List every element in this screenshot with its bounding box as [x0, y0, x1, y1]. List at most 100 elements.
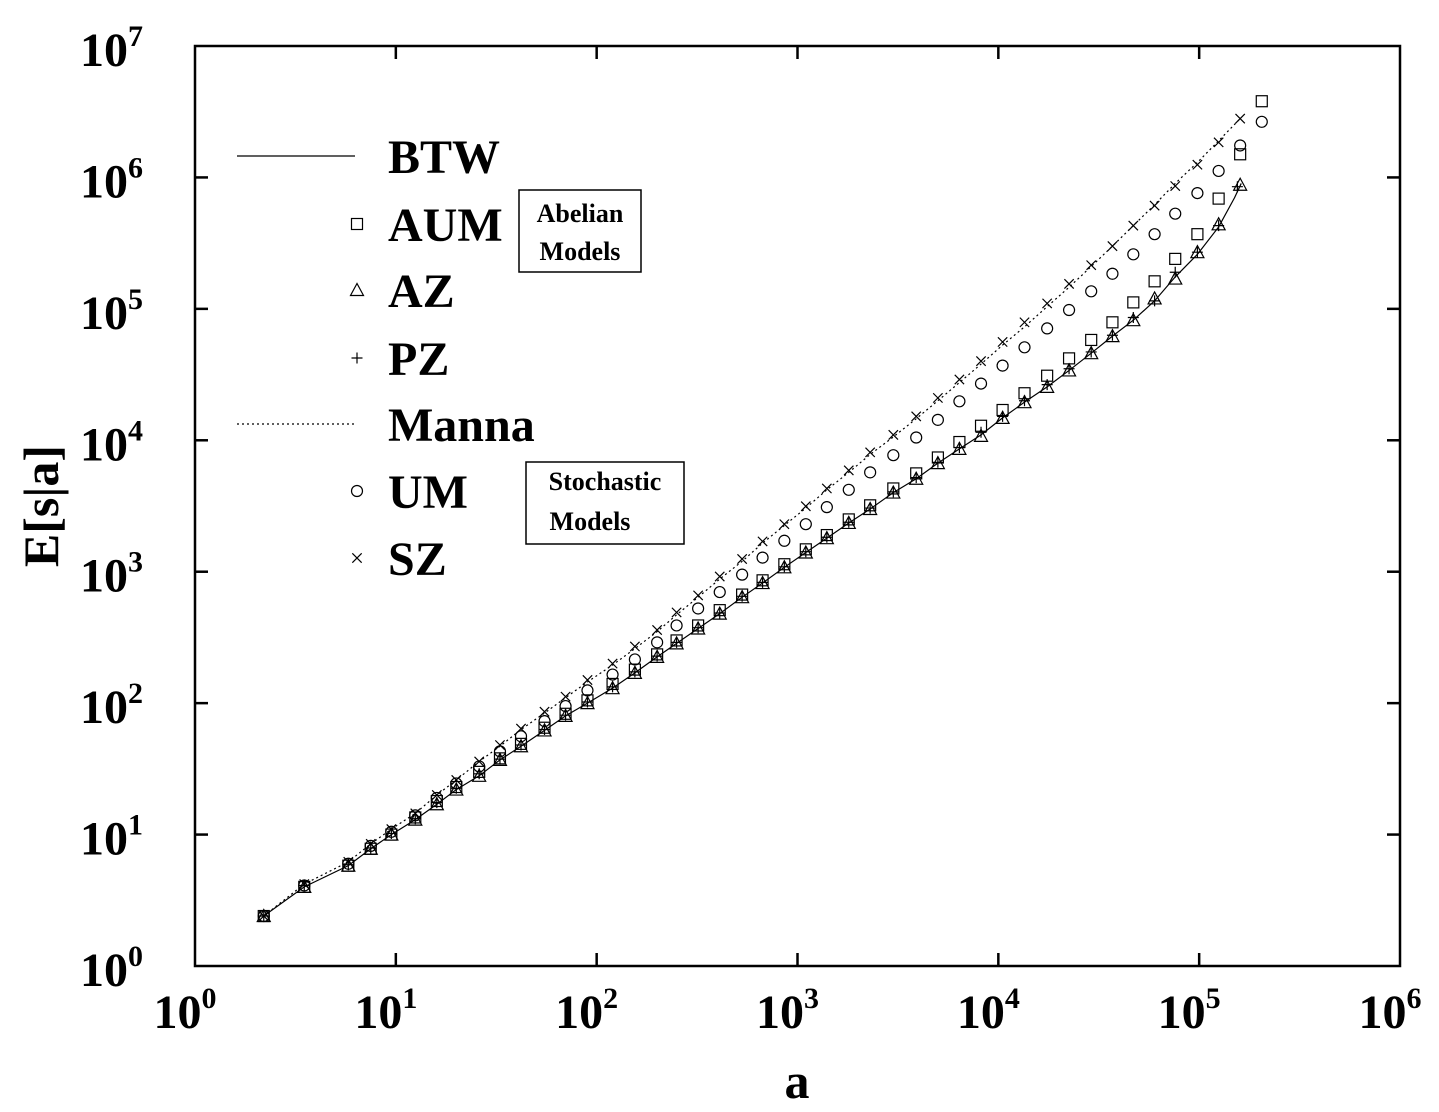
data-point-sz: [757, 536, 768, 547]
plot-frame: [193, 44, 1402, 968]
legend-item-sz: SZ: [351, 533, 447, 586]
data-point-um: [974, 377, 988, 390]
data-point-az: [296, 879, 312, 893]
data-point-az: [1017, 394, 1033, 409]
data-point-pz: [975, 426, 987, 438]
data-point-sz: [843, 465, 854, 476]
data-point-aum: [1212, 192, 1225, 205]
data-point-um: [559, 699, 572, 713]
data-point-aum: [1106, 316, 1119, 329]
data-point-sz: [1019, 317, 1030, 328]
data-point-sz: [494, 739, 506, 751]
data-point-aum: [1062, 352, 1076, 365]
legend-swatch-triangle: [349, 282, 365, 297]
data-point-sz: [1086, 260, 1097, 271]
data-point-pz: [1041, 379, 1053, 391]
data-point-pz: [692, 622, 704, 634]
data-point-sz: [865, 447, 876, 458]
data-point-pz: [1085, 346, 1097, 358]
x-tick-label: 101: [354, 982, 417, 1039]
data-point-az: [579, 695, 595, 710]
x-tick-label: 103: [756, 982, 819, 1039]
x-tick-label: 106: [1359, 982, 1422, 1039]
data-point-sz: [1107, 241, 1118, 252]
y-tick-label: 101: [80, 809, 143, 866]
data-point-pz: [864, 502, 876, 514]
data-point-az: [1039, 379, 1055, 393]
data-point-sz: [821, 483, 832, 494]
x-tick-base: 10: [957, 986, 1005, 1039]
legend-item-um: UM: [350, 466, 468, 519]
x-tick-exponent: 6: [1407, 982, 1422, 1015]
data-point-sz: [299, 878, 310, 890]
data-point-aum: [1234, 148, 1247, 161]
data-point-pz: [1019, 395, 1031, 407]
x-tick-base: 10: [1158, 986, 1206, 1039]
data-point-pz: [932, 456, 944, 468]
data-point-sz: [451, 774, 462, 786]
data-point-sz: [474, 756, 485, 767]
data-point-sz: [582, 674, 593, 686]
x-tick-base: 10: [756, 986, 804, 1039]
data-point-sz: [1235, 113, 1246, 124]
data-point-pz: [736, 590, 748, 602]
data-point-um: [692, 602, 705, 615]
data-point-pz: [651, 650, 663, 662]
data-point-sz: [975, 356, 987, 367]
data-point-sz: [1128, 220, 1139, 231]
data-point-sz: [1063, 278, 1075, 289]
data-point-um: [1106, 267, 1119, 280]
data-point-um: [628, 653, 641, 666]
y-tick-base: 10: [80, 813, 128, 866]
data-point-az: [1232, 176, 1248, 191]
legend-label: AUM: [388, 199, 503, 252]
data-point-um: [1191, 186, 1204, 200]
data-point-sz: [515, 723, 527, 734]
series-layer: [256, 95, 1268, 923]
data-point-um: [1255, 115, 1268, 128]
data-point-az: [995, 410, 1011, 425]
legend-item-pz: PZ: [351, 333, 449, 386]
data-point-um: [799, 518, 812, 531]
y-tick-label: 100: [80, 940, 143, 997]
data-point-um: [1148, 228, 1161, 241]
y-tick-label: 102: [80, 677, 143, 734]
data-point-pz: [1063, 363, 1075, 375]
data-point-az: [429, 796, 445, 811]
data-point-az: [951, 441, 967, 455]
data-point-um: [1085, 285, 1098, 298]
x-tick-exponent: 5: [1206, 982, 1221, 1015]
annotation-abelian-line1: Abelian: [537, 199, 624, 228]
data-point-pz: [997, 410, 1009, 422]
legend-item-manna: Manna: [237, 399, 535, 452]
legend-label: UM: [388, 466, 468, 519]
y-tick-exponent: 4: [128, 414, 143, 447]
data-point-az: [383, 826, 399, 841]
data-point-sz: [800, 501, 811, 512]
data-point-pz: [1127, 311, 1139, 323]
data-point-aum: [1169, 252, 1182, 265]
y-tick-base: 10: [80, 681, 128, 734]
x-tick-label: 105: [1158, 982, 1221, 1039]
y-tick-base: 10: [80, 944, 128, 997]
legend-label: PZ: [388, 333, 449, 386]
data-point-um: [342, 857, 355, 870]
legend-item-aum: AUM: [350, 199, 503, 252]
annotation-stochastic-line2: Models: [550, 507, 631, 536]
data-point-sz: [714, 571, 725, 582]
data-point-az: [973, 428, 989, 442]
data-point-sz: [539, 706, 550, 717]
y-tick-exponent: 1: [128, 809, 143, 842]
axis-layer: 100 101 102 103 104 105 1061001011021031041051…: [80, 20, 1422, 1039]
y-tick-label: 103: [80, 546, 143, 603]
data-point-pz: [607, 681, 619, 693]
legend-swatch-square: [350, 217, 364, 231]
data-point-aum: [1148, 275, 1161, 288]
data-point-um: [538, 715, 551, 728]
data-point-um: [514, 730, 528, 743]
y-tick-base: 10: [80, 287, 128, 340]
x-axis-label: a: [785, 1053, 810, 1107]
x-tick-exponent: 3: [804, 982, 819, 1015]
data-point-sz: [607, 658, 618, 669]
